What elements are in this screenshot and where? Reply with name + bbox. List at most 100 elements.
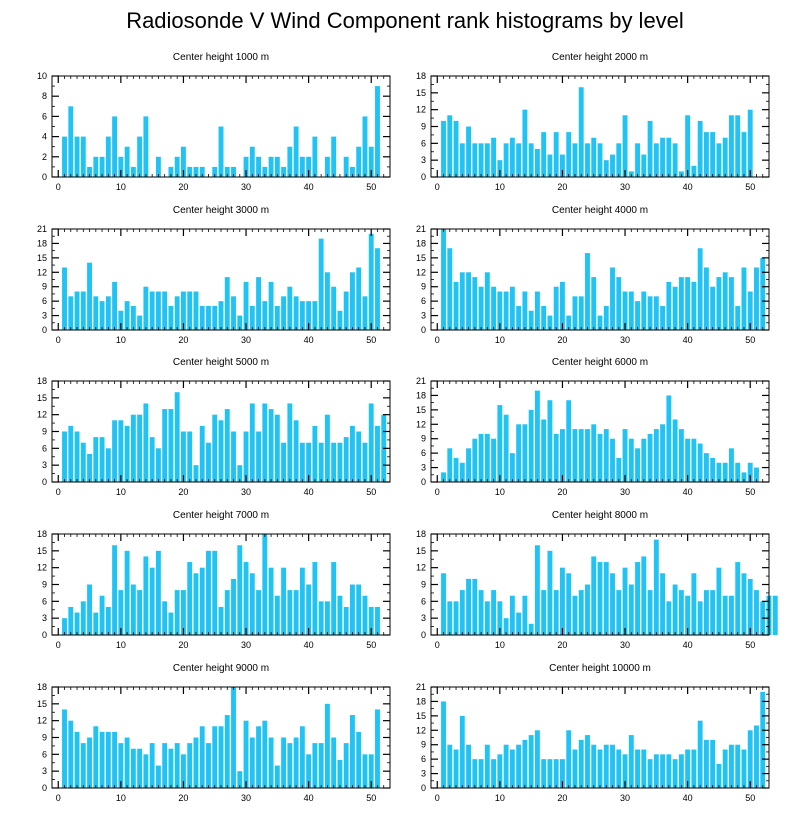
bar xyxy=(237,545,243,635)
bar xyxy=(653,143,659,177)
bar xyxy=(591,424,597,482)
bar xyxy=(343,437,349,482)
bar xyxy=(516,424,522,482)
x-tick-label: 50 xyxy=(366,793,376,803)
bar xyxy=(678,277,684,330)
bar xyxy=(112,545,118,635)
bar xyxy=(491,137,497,177)
bar xyxy=(703,267,709,330)
bar xyxy=(628,735,634,788)
y-tick-label: 6 xyxy=(42,443,47,453)
y-tick-label: 0 xyxy=(42,325,47,335)
histogram-panel: Center height 4000 m 0 10 20 30 40 50 0 3 6 9 12 15 1… xyxy=(416,205,770,345)
bar xyxy=(628,438,634,482)
bar xyxy=(281,737,287,788)
bar xyxy=(516,305,522,330)
panel-title: Center height 5000 m xyxy=(173,357,269,368)
x-tick-label: 10 xyxy=(116,487,126,497)
bar xyxy=(143,403,149,482)
x-tick-label: 20 xyxy=(178,182,188,192)
bar xyxy=(729,744,734,788)
bar xyxy=(635,143,640,177)
bar xyxy=(306,442,312,482)
bar xyxy=(324,601,330,635)
bar xyxy=(703,132,709,177)
y-tick-label: 10 xyxy=(37,71,47,81)
bar xyxy=(672,143,678,177)
y-tick-label: 12 xyxy=(37,410,47,420)
bar xyxy=(362,595,368,635)
bar xyxy=(722,137,728,177)
y-tick-label: 15 xyxy=(416,711,426,721)
bar xyxy=(516,143,522,177)
y-tick-label: 18 xyxy=(37,529,47,539)
x-tick-label: 10 xyxy=(116,793,126,803)
bar xyxy=(206,743,211,788)
bar xyxy=(231,166,236,177)
bar xyxy=(741,749,747,788)
y-tick-label: 21 xyxy=(416,224,426,234)
histogram-panel: Center height 10000 m 0 10 20 30 40 50 0 3 6 9 12 15… xyxy=(416,663,770,803)
x-tick-label: 10 xyxy=(495,640,505,650)
bar xyxy=(685,115,691,177)
bar xyxy=(560,281,565,330)
bar xyxy=(324,272,330,330)
bar xyxy=(375,606,380,635)
x-tick-label: 40 xyxy=(304,640,314,650)
bar xyxy=(641,556,647,635)
bar xyxy=(472,578,478,635)
bar xyxy=(597,562,603,635)
bar xyxy=(99,301,105,330)
bar xyxy=(162,743,168,788)
bar xyxy=(691,165,697,177)
bar xyxy=(206,442,211,482)
bar xyxy=(441,120,446,177)
bar xyxy=(231,296,236,330)
x-tick-label: 10 xyxy=(116,182,126,192)
bar xyxy=(516,744,522,788)
y-tick-label: 9 xyxy=(421,122,426,132)
x-tick-label: 0 xyxy=(435,182,440,192)
bar xyxy=(137,748,143,788)
bar xyxy=(218,606,224,635)
bar xyxy=(249,146,255,177)
x-tick-label: 40 xyxy=(304,182,314,192)
bar xyxy=(610,744,615,788)
y-tick-label: 0 xyxy=(42,477,47,487)
bar xyxy=(262,720,268,788)
y-tick-label: 9 xyxy=(421,282,426,292)
bar xyxy=(441,229,446,330)
bar xyxy=(193,573,199,635)
panel-title: Center height 10000 m xyxy=(549,663,651,674)
y-tick-label: 18 xyxy=(416,238,426,248)
bar xyxy=(635,562,640,635)
bar xyxy=(553,433,559,482)
bar xyxy=(62,267,67,330)
bar xyxy=(522,424,528,482)
bar xyxy=(459,143,465,177)
x-tick-label: 50 xyxy=(366,487,376,497)
bar xyxy=(716,277,722,330)
bar xyxy=(249,305,255,330)
bar xyxy=(497,601,503,635)
bar xyxy=(585,429,590,482)
bar xyxy=(647,296,653,330)
bar xyxy=(149,291,155,330)
bar xyxy=(293,420,299,482)
bar xyxy=(578,590,584,635)
bar xyxy=(337,759,343,788)
bar xyxy=(447,448,453,482)
bar xyxy=(660,573,666,635)
bar xyxy=(343,606,349,635)
bar xyxy=(112,420,118,482)
bar xyxy=(666,395,672,482)
bar xyxy=(703,590,709,635)
bar xyxy=(224,277,230,330)
histogram-panel: Center height 6000 m 0 10 20 30 40 50 0 3 6 9 12 15 1… xyxy=(416,357,770,497)
bar xyxy=(509,595,515,635)
bar xyxy=(249,403,255,482)
bar xyxy=(528,735,534,788)
y-tick-label: 0 xyxy=(421,630,426,640)
y-tick-label: 6 xyxy=(42,596,47,606)
y-tick-label: 18 xyxy=(416,390,426,400)
